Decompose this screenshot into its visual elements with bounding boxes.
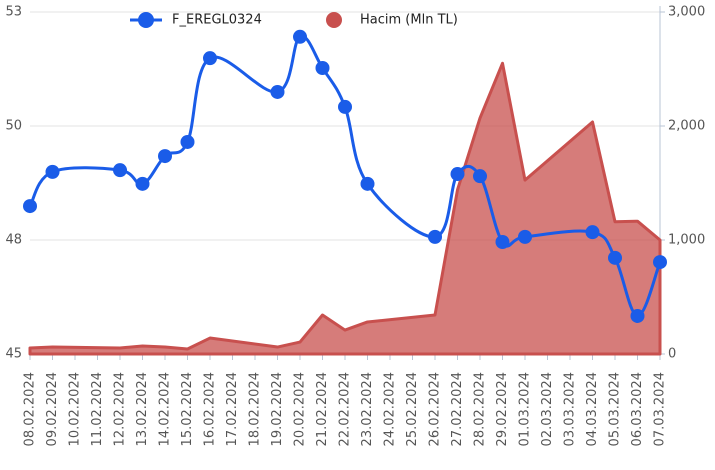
point — [495, 234, 510, 249]
legend-label: F_EREGL0324 — [172, 13, 262, 28]
y-tick-label: 45 — [5, 347, 22, 362]
x-tick-label: 16.02.2024 — [203, 372, 218, 446]
point — [338, 99, 352, 114]
point — [428, 229, 442, 244]
point — [113, 163, 127, 178]
point — [585, 225, 600, 240]
point — [270, 84, 285, 99]
point — [450, 167, 465, 182]
x-tick-label: 24.02.2024 — [383, 372, 398, 446]
x-tick-label: 19.02.2024 — [270, 372, 285, 446]
x-tick-label: 14.02.2024 — [158, 372, 173, 446]
x-tick-label: 18.02.2024 — [248, 372, 263, 446]
x-tick-label: 15.02.2024 — [180, 372, 195, 446]
point — [158, 149, 172, 164]
x-tick-label: 22.02.2024 — [338, 372, 353, 446]
point — [23, 199, 37, 214]
x-tick-label: 12.02.2024 — [113, 372, 128, 446]
y-tick-label: 48 — [5, 232, 22, 247]
point — [608, 250, 622, 265]
x-tick-label: 29.02.2024 — [495, 372, 510, 446]
x-tick-label: 09.02.2024 — [45, 372, 60, 446]
x-tick-label: 08.02.2024 — [23, 372, 38, 446]
x-tick-label: 26.02.2024 — [428, 372, 443, 446]
point — [203, 51, 217, 66]
x-tick-label: 11.02.2024 — [90, 372, 105, 446]
x-tick-label: 06.03.2024 — [630, 372, 645, 446]
legend-label: Hacim (Mln TL) — [360, 13, 458, 28]
y2-tick-label: 0 — [668, 347, 676, 362]
point — [135, 176, 150, 191]
point — [473, 169, 487, 184]
x-tick-label: 03.03.2024 — [563, 372, 578, 446]
x-tick-label: 17.02.2024 — [225, 372, 240, 446]
y-tick-label: 50 — [5, 119, 22, 134]
x-tick-label: 27.02.2024 — [450, 372, 465, 446]
x-tick-label: 07.03.2024 — [653, 372, 668, 446]
x-tick-label: 25.02.2024 — [405, 372, 420, 446]
point — [180, 134, 195, 149]
x-tick-label: 23.02.2024 — [360, 372, 375, 446]
x-tick-label: 10.02.2024 — [68, 372, 83, 446]
y-tick-label: 53 — [5, 5, 22, 20]
x-tick-label: 04.03.2024 — [585, 372, 600, 446]
legend-marker — [138, 12, 154, 28]
x-tick-label: 20.02.2024 — [293, 372, 308, 446]
point — [315, 61, 330, 76]
y2-tick-label: 1,000 — [668, 233, 705, 248]
x-tick-label: 13.02.2024 — [135, 372, 150, 446]
x-tick-label: 28.02.2024 — [473, 372, 488, 446]
area — [28, 61, 662, 356]
x-tick-label: 05.03.2024 — [608, 372, 623, 446]
point — [360, 176, 375, 191]
y2-tick-label: 3,000 — [668, 5, 705, 20]
x-tick-label: 01.03.2024 — [518, 372, 533, 446]
x-tick-label: 21.02.2024 — [315, 372, 330, 446]
legend-marker — [326, 12, 342, 28]
x-tick-label: 02.03.2024 — [540, 372, 555, 446]
point — [45, 164, 60, 179]
point — [293, 29, 307, 44]
point — [630, 308, 645, 323]
point — [518, 229, 532, 244]
point — [653, 255, 667, 270]
y2-tick-label: 2,000 — [668, 119, 705, 134]
